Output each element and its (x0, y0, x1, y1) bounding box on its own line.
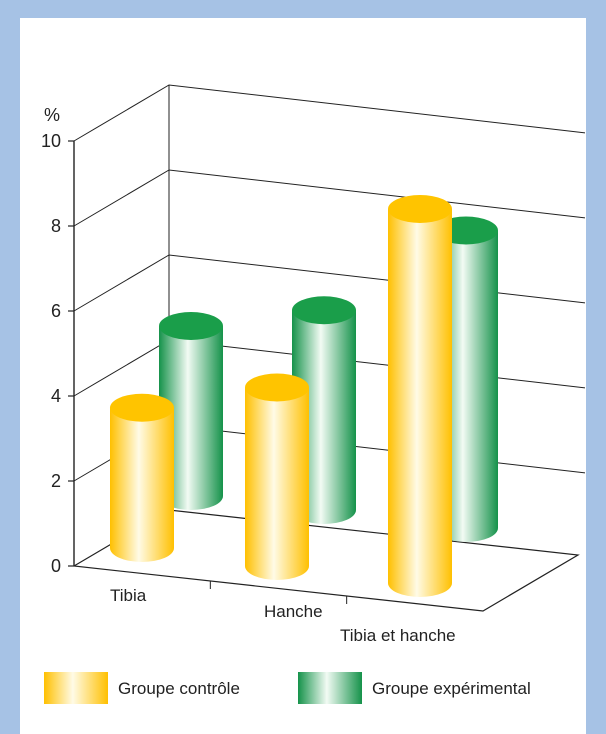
legend: Groupe contrôle Groupe expérimental (44, 672, 531, 704)
x-category-label: Tibia et hanche (340, 626, 456, 645)
axis-layer: 0 2 4 6 8 10% Tibia Hanche Tibia et hanche (41, 105, 456, 645)
legend-experimental-swatch (298, 672, 362, 704)
bar-control-top (388, 195, 452, 223)
bar-control-body (110, 407, 174, 562)
bars-layer (110, 195, 498, 597)
legend-control: Groupe contrôle (44, 672, 240, 704)
legend-control-label: Groupe contrôle (118, 679, 240, 698)
y-tick-label: 10 (41, 131, 61, 151)
y-tick-label: 0 (51, 556, 61, 576)
bar-control (245, 373, 309, 580)
bar-control-body (388, 209, 452, 597)
bar-experimental-top (159, 312, 223, 340)
legend-experimental: Groupe expérimental (298, 672, 531, 704)
chart-panel: 0 2 4 6 8 10% Tibia Hanche Tibia et hanche Group… (20, 18, 586, 734)
bar-experimental-body (159, 326, 223, 510)
gridline (73, 169, 586, 227)
chart-svg: 0 2 4 6 8 10% Tibia Hanche Tibia et hanche Group… (41, 84, 586, 704)
bar-experimental-top (292, 296, 356, 325)
bar-control-top (245, 373, 309, 402)
legend-control-swatch (44, 672, 108, 704)
x-category-label: Tibia (110, 586, 147, 605)
legend-experimental-label: Groupe expérimental (372, 679, 531, 698)
bar-control (388, 195, 452, 597)
y-tick-label: 6 (51, 301, 61, 321)
bar-control (110, 393, 174, 562)
x-category-label: Hanche (264, 602, 323, 621)
y-tick-label: 8 (51, 216, 61, 236)
bar-control-top (110, 393, 174, 422)
bar-control-body (245, 387, 309, 580)
bar-experimental (159, 312, 223, 510)
gridline (73, 84, 586, 142)
y-tick-label: 4 (51, 386, 61, 406)
y-unit-label: % (44, 105, 60, 125)
y-tick-label: 2 (51, 471, 61, 491)
